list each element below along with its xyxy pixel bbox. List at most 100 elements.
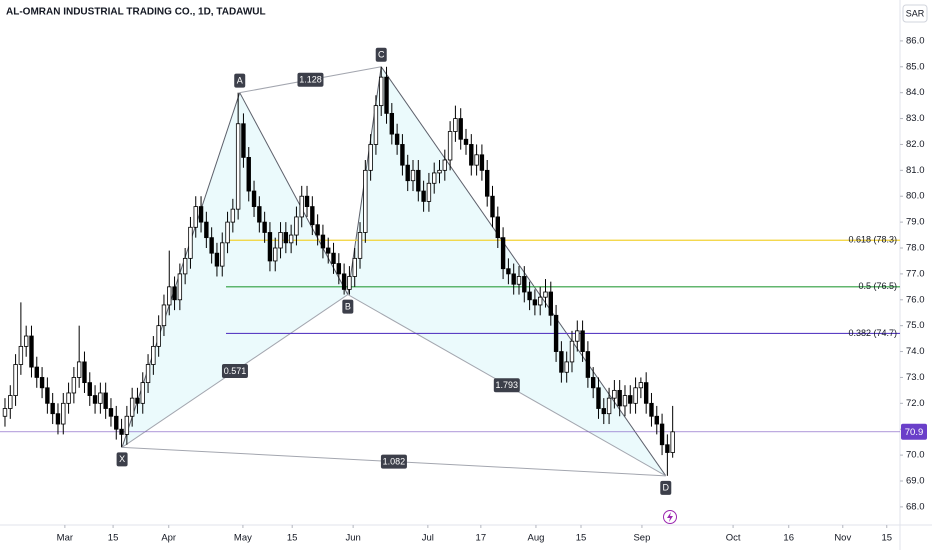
candle-body [490, 195, 495, 218]
candle-body [511, 273, 516, 285]
candle-body [103, 392, 108, 409]
candle-body [463, 138, 469, 145]
chart-title: AL-OMRAN INDUSTRIAL TRADING CO., 1D, TAD… [6, 7, 266, 18]
candle-body [82, 361, 87, 384]
ratio-box [221, 363, 248, 378]
candle-body [638, 382, 644, 389]
y-tick-label: 74.0 [906, 346, 925, 357]
candle-body [288, 234, 294, 244]
candle-body [363, 169, 368, 233]
pattern-point-label: B [345, 301, 351, 311]
candle-body [606, 397, 612, 415]
ratio-label: 0.571 [224, 366, 247, 376]
y-tick-label: 70.0 [906, 450, 925, 461]
pattern-point-box [116, 452, 128, 467]
candle-body [273, 247, 278, 262]
pattern-point-label: A [237, 76, 243, 86]
candle-body [416, 169, 421, 192]
pattern-point-label: C [378, 50, 385, 60]
candle-body [405, 164, 410, 182]
currency-box[interactable] [902, 4, 928, 23]
candle-body [55, 413, 61, 425]
x-tick-label: 15 [881, 533, 892, 544]
x-tick-label: Apr [161, 533, 176, 544]
candle-body [341, 273, 347, 290]
x-tick-label: 15 [108, 533, 119, 544]
pattern-point-box [375, 47, 387, 62]
candle-body [575, 330, 580, 342]
candle-body [548, 291, 553, 316]
candle-body [278, 232, 283, 249]
candle-body [484, 169, 490, 197]
candle-body [331, 252, 336, 264]
candle-body [140, 382, 145, 404]
x-tick-label: Sep [633, 533, 650, 544]
x-tick-label: Jun [345, 533, 360, 544]
candle-body [373, 105, 379, 145]
candle-body [347, 276, 352, 290]
candle-body [665, 444, 670, 453]
currency[interactable]: SAR [906, 8, 925, 18]
candle-body [251, 190, 257, 207]
candle-body [172, 286, 177, 301]
candle-body [45, 387, 50, 404]
candle-body [71, 377, 77, 394]
candle-body [108, 408, 114, 417]
y-tick-label: 82.0 [906, 139, 925, 150]
fib-label: 0.618 (78.3) [848, 235, 897, 245]
candle-body [617, 389, 622, 407]
candle-body [204, 221, 209, 239]
candle-body [188, 226, 193, 259]
candle-body [384, 76, 389, 114]
x-tick-label: Mar [57, 533, 73, 544]
candle-body [214, 252, 220, 267]
candle-body [410, 169, 416, 182]
y-tick-label: 78.0 [906, 243, 925, 254]
candle-body [304, 195, 310, 207]
candle-body [151, 345, 156, 365]
y-tick-label: 84.0 [906, 87, 925, 98]
candle-body [453, 118, 458, 132]
icon-bolt[interactable] [667, 512, 673, 522]
candle-body [50, 402, 55, 415]
candle-body [564, 361, 569, 373]
candle-body [379, 76, 384, 107]
candle-body [39, 377, 45, 389]
x-tick-label: 15 [287, 533, 298, 544]
candle-body [336, 263, 342, 275]
candle-body [198, 206, 204, 223]
y-tick-label: 69.0 [906, 476, 925, 487]
ratio-box [297, 72, 324, 87]
candle-body [283, 232, 289, 244]
candle-body [580, 330, 585, 352]
candle-body [500, 237, 506, 270]
candle-body [262, 221, 267, 233]
candle-body [442, 159, 448, 171]
candle-body [495, 216, 500, 239]
ratio-label: 1.082 [383, 456, 406, 466]
pattern-point-label: X [119, 454, 125, 464]
x-tick-label: Aug [527, 533, 544, 544]
lightning-icon[interactable] [663, 510, 677, 524]
candle-body [299, 195, 304, 218]
candle-body [389, 112, 395, 135]
candle-body [421, 190, 426, 202]
x-tick-label: Oct [726, 533, 741, 544]
y-tick-label: 75.0 [906, 320, 925, 331]
candle-body [124, 415, 130, 435]
candle-body [643, 382, 649, 404]
candle-body [241, 123, 246, 158]
y-tick-label: 77.0 [906, 268, 925, 279]
last-price-box [901, 423, 927, 440]
y-tick-label: 79.0 [906, 217, 925, 228]
x-tick-label: May [234, 533, 252, 544]
y-tick-label: 76.0 [906, 294, 925, 305]
fib-label: 0.5 (76.5) [858, 281, 897, 291]
candle-body [315, 224, 320, 236]
pattern-fill-xab [122, 92, 348, 448]
fib-label: 0.382 (74.7) [848, 328, 897, 338]
candle-body [18, 345, 24, 365]
candle-body [267, 232, 273, 262]
candle-body [23, 335, 29, 347]
